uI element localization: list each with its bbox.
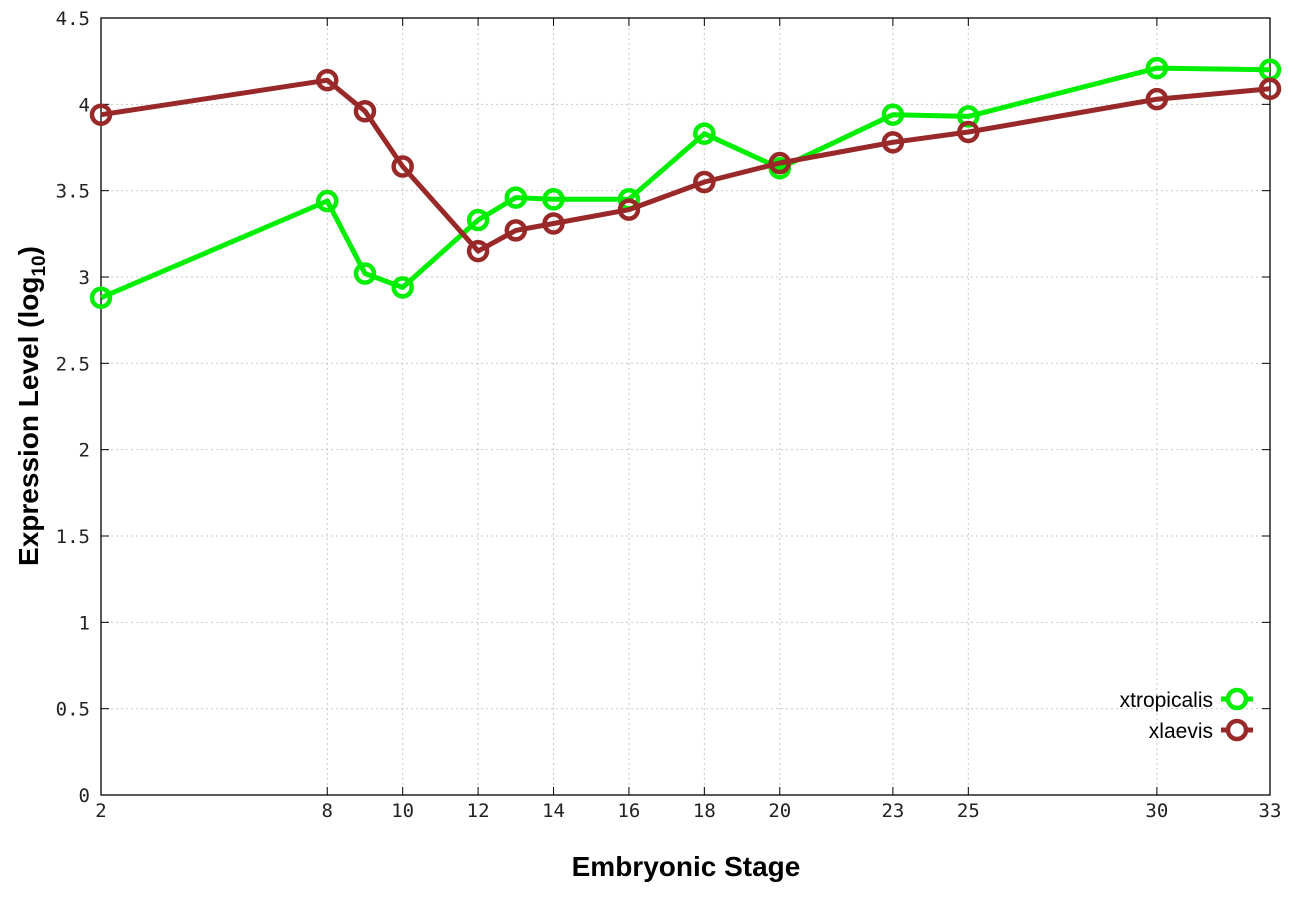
data-point-xlaevis <box>542 212 565 235</box>
plot-frame <box>100 17 1271 796</box>
x-tick-label: 25 <box>957 800 980 822</box>
series-line-xtropicalis <box>100 65 1271 300</box>
x-axis-title: Embryonic Stage <box>572 851 801 882</box>
data-point-xtropicalis <box>957 105 980 128</box>
data-point-xlaevis <box>693 170 716 194</box>
data-point-xtropicalis <box>504 186 528 209</box>
y-axis-title: Expression Level (log10) <box>13 246 50 566</box>
data-point-xlaevis <box>881 131 905 154</box>
y-axis-title-suffix: ) <box>13 246 44 255</box>
y-tick-label: 1.5 <box>56 526 90 548</box>
series-group <box>89 56 1282 309</box>
y-tick-label: 1 <box>79 612 90 634</box>
legend-label-xtropicalis: xtropicalis <box>1120 689 1213 712</box>
data-point-xtropicalis <box>353 262 377 285</box>
x-tick-label: 10 <box>391 800 414 822</box>
y-tick-label: 0.5 <box>56 699 90 721</box>
data-point-xtropicalis <box>316 189 339 213</box>
y-tick-label: 3 <box>79 267 90 289</box>
y-axis-title-main: Expression Level (log <box>13 277 44 566</box>
data-point-xtropicalis <box>466 208 490 232</box>
x-tick-label: 14 <box>542 800 565 822</box>
legend-swatch-marker-xtropicalis <box>1225 687 1249 711</box>
x-tick-label: 20 <box>768 800 791 822</box>
x-tick-label: 33 <box>1259 800 1282 822</box>
x-tick-label: 12 <box>467 800 490 822</box>
data-point-xlaevis <box>768 151 792 175</box>
data-point-xlaevis <box>353 99 377 123</box>
y-tick-label: 3.5 <box>56 181 90 203</box>
data-point-xlaevis <box>466 239 490 263</box>
legend-swatch-marker-xlaevis <box>1225 718 1249 742</box>
data-point-xlaevis <box>504 219 528 242</box>
y-tick-label: 4.5 <box>56 8 90 30</box>
data-point-xlaevis <box>391 155 414 178</box>
data-point-xlaevis <box>617 198 641 221</box>
x-tick-label: 8 <box>322 800 333 822</box>
grid <box>101 18 1270 795</box>
y-tick-label: 2.5 <box>56 353 90 375</box>
data-point-xtropicalis <box>693 122 716 145</box>
y-tick-label: 2 <box>79 440 90 462</box>
x-tick-label: 2 <box>95 800 106 822</box>
x-tick-label: 18 <box>693 800 716 822</box>
data-point-xlaevis <box>957 120 980 144</box>
series-xlaevis <box>89 68 1282 263</box>
data-point-xlaevis <box>316 68 339 92</box>
y-axis-title-subscript: 10 <box>29 255 50 276</box>
y-tick-label: 4 <box>79 94 90 116</box>
data-point-xlaevis <box>89 103 113 126</box>
data-point-xtropicalis <box>89 286 113 309</box>
data-point-xtropicalis <box>542 188 565 211</box>
legend-label-xlaevis: xlaevis <box>1149 720 1213 743</box>
x-tick-label: 30 <box>1145 800 1168 822</box>
data-point-xlaevis <box>1258 77 1282 101</box>
x-tick-label: 16 <box>617 800 640 822</box>
y-tick-label: 0 <box>79 785 90 807</box>
axis-ticks <box>100 17 1271 796</box>
x-tick-labels: 2 8 10 12 14 16 18 20 23 25 30 33 <box>95 800 1281 822</box>
x-tick-label: 23 <box>881 800 904 822</box>
data-point-xlaevis <box>1145 87 1169 111</box>
data-point-xtropicalis <box>1145 56 1169 80</box>
legend: xtropicalis xlaevis <box>1120 687 1253 743</box>
data-point-xtropicalis <box>881 103 905 126</box>
series-xtropicalis <box>89 56 1282 309</box>
data-point-xtropicalis <box>391 276 414 299</box>
y-tick-labels: 0 0.5 1 1.5 2 2.5 3 3.5 4 4.5 <box>56 8 90 807</box>
